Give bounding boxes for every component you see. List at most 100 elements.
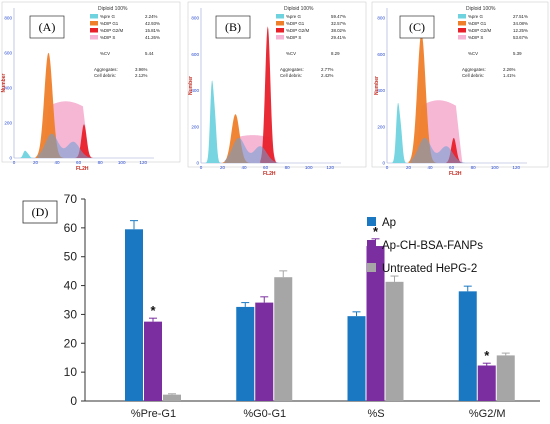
panel-label: (B) bbox=[225, 20, 241, 34]
legend-swatch bbox=[90, 35, 98, 40]
y-tick-label: 50 bbox=[64, 250, 78, 264]
panel-label-box bbox=[215, 15, 251, 39]
cv-label: %CV bbox=[468, 51, 478, 56]
y-tick-label: 400 bbox=[377, 88, 385, 93]
y-tick-label: 0 bbox=[9, 156, 12, 161]
pre-g-peak bbox=[18, 150, 36, 158]
bar-2-3 bbox=[496, 355, 515, 401]
cv-label: %CV bbox=[286, 51, 296, 56]
panel-label: (C) bbox=[409, 20, 425, 34]
y-tick-label: 40 bbox=[64, 279, 78, 293]
y-tick-label: 600 bbox=[377, 52, 385, 57]
x-axis-label: FL2H bbox=[76, 166, 89, 172]
debris-value: 2.12% bbox=[135, 73, 148, 78]
aggregates-label: Aggregates: bbox=[462, 67, 486, 72]
panel-frame bbox=[1, 1, 181, 163]
y-axis-label: Number bbox=[188, 76, 194, 95]
y-tick-label: 200 bbox=[191, 124, 199, 129]
legend-name: %DIP S bbox=[100, 35, 115, 40]
x-tick-label: 80 bbox=[471, 165, 477, 170]
x-tick-label: 40 bbox=[428, 165, 434, 170]
y-tick-label: 70 bbox=[64, 192, 78, 206]
x-tick-label: 80 bbox=[285, 165, 291, 170]
y-tick-label: 800 bbox=[4, 16, 12, 21]
panel-label-box bbox=[399, 15, 435, 39]
legend-value: 27.51% bbox=[513, 14, 528, 19]
x-tick-label: 60 bbox=[449, 165, 455, 170]
panel-label-box bbox=[29, 15, 65, 39]
g1-peak bbox=[408, 33, 437, 164]
aggregates-value: 3.96% bbox=[135, 67, 148, 72]
legend-value: 15.81% bbox=[145, 28, 160, 33]
legend-swatch bbox=[458, 14, 466, 19]
y-tick-label: 400 bbox=[191, 88, 199, 93]
significance-marker: * bbox=[150, 303, 156, 318]
histogram-panel-2: 0 200 400 600 800 0 20 40 60 80 100 120 FL2H Number Di… bbox=[187, 1, 367, 177]
x-tick-label: 0 bbox=[386, 165, 389, 170]
legend-value: 38.02% bbox=[331, 28, 346, 33]
legend-value: 29.41% bbox=[331, 35, 346, 40]
x-tick-label: 120 bbox=[139, 160, 147, 165]
x-tick-label: 80 bbox=[98, 160, 104, 165]
x-tick-label: 40 bbox=[55, 160, 61, 165]
legend-swatch bbox=[276, 35, 284, 40]
legend-swatch bbox=[458, 21, 466, 26]
bar-0-2 bbox=[347, 316, 366, 401]
histogram-title: Diploid 100% bbox=[466, 6, 496, 12]
cv-label: %CV bbox=[100, 51, 110, 56]
cell-cycle-bar-chart: (D) 0 10 20 30 40 50 60 70 * %Pre-G1 %G0-G1 * %S * %G2/… bbox=[22, 192, 540, 420]
y-tick-label: 20 bbox=[64, 336, 78, 350]
legend-name: %pre G bbox=[286, 14, 301, 19]
x-tick-label: 20 bbox=[220, 165, 226, 170]
y-tick-label: 600 bbox=[4, 51, 12, 56]
legend-swatch bbox=[90, 21, 98, 26]
legend-value: 42.93% bbox=[145, 21, 160, 26]
bar-2-2 bbox=[385, 281, 404, 401]
aggregates-label: Aggregates: bbox=[94, 67, 118, 72]
g2m-peak bbox=[73, 124, 95, 158]
legend-swatch bbox=[458, 35, 466, 40]
debris-value: 2.42% bbox=[321, 73, 334, 78]
significance-marker: * bbox=[484, 348, 490, 363]
legend-swatch bbox=[276, 14, 284, 19]
flow-cytometry-panels: 0 200 400 600 800 0 20 40 60 80 100 120 FL2H Number Di… bbox=[1, 1, 549, 177]
legend-value: 53.67% bbox=[513, 35, 528, 40]
x-tick-label: 120 bbox=[512, 165, 520, 170]
legend-swatch bbox=[367, 240, 376, 249]
x-tick-label: 100 bbox=[491, 165, 499, 170]
bar-2-1 bbox=[274, 277, 293, 401]
y-tick-label: 30 bbox=[64, 307, 78, 321]
y-tick-label: 400 bbox=[4, 86, 12, 91]
significance-marker: * bbox=[373, 224, 379, 239]
bar-1-1 bbox=[255, 302, 274, 401]
legend-label: Ap-CH-BSA-FANPs bbox=[382, 240, 483, 252]
legend-value: 34.08% bbox=[513, 21, 528, 26]
bar-1-0 bbox=[144, 321, 162, 401]
y-tick-label: 600 bbox=[191, 52, 199, 57]
cv-value: 5.44 bbox=[145, 51, 154, 56]
aggregates-value: 2.77% bbox=[321, 67, 334, 72]
debris-label: Cell debris: bbox=[462, 73, 484, 78]
category-label: %G2/M bbox=[469, 408, 506, 420]
x-axis-label: FL2H bbox=[449, 171, 462, 177]
legend-swatch bbox=[276, 28, 284, 33]
aggregates-value: 2.26% bbox=[503, 67, 516, 72]
legend-label: Ap bbox=[382, 217, 396, 229]
overlap-area bbox=[224, 137, 279, 163]
legend-name: %pre G bbox=[100, 14, 115, 19]
legend-name: %pre G bbox=[468, 14, 483, 19]
bar-0-3 bbox=[458, 291, 477, 401]
debris-label: Cell debris: bbox=[94, 73, 116, 78]
legend-name: %DIP G2/M bbox=[100, 28, 123, 33]
aggregates-label: Aggregates: bbox=[280, 67, 304, 72]
legend-name: %DIP G1 bbox=[468, 21, 487, 26]
y-axis-label: Number bbox=[374, 76, 380, 95]
legend-swatch bbox=[367, 263, 376, 272]
legend-value: 41.26% bbox=[145, 35, 160, 40]
histogram-title: Diploid 100% bbox=[284, 6, 314, 12]
legend-name: %DIP G2/M bbox=[468, 28, 491, 33]
cv-value: 8.29 bbox=[331, 51, 340, 56]
legend-swatch bbox=[458, 28, 466, 33]
legend-name: %DIP S bbox=[286, 35, 301, 40]
legend-name: %DIP G2/M bbox=[286, 28, 309, 33]
